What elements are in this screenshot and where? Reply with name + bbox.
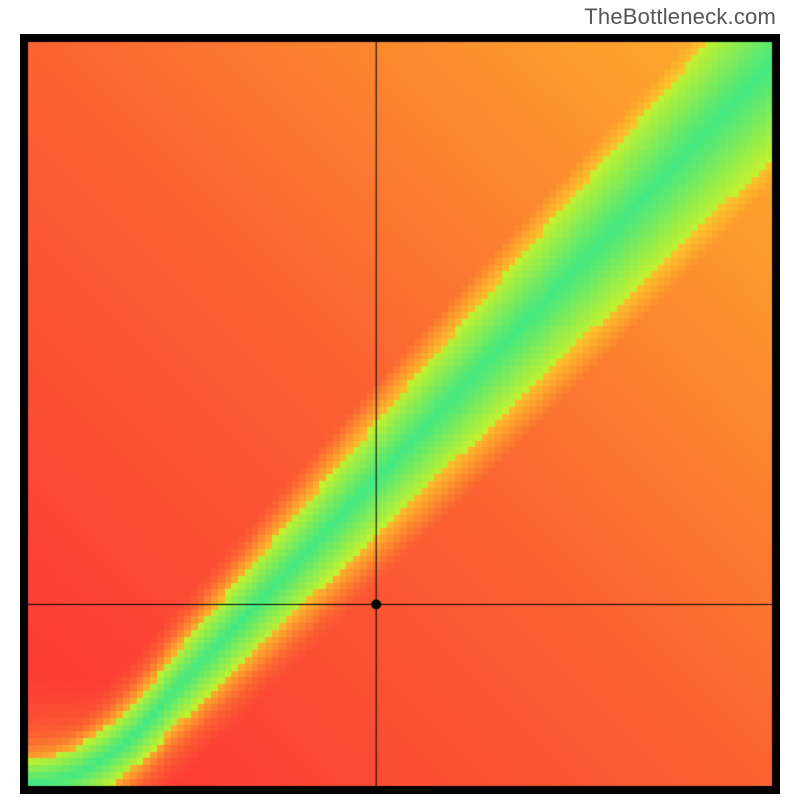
figure-container: TheBottleneck.com xyxy=(0,0,800,800)
heatmap-plot xyxy=(20,34,780,794)
heatmap-canvas xyxy=(20,34,780,794)
watermark-text: TheBottleneck.com xyxy=(584,4,776,30)
